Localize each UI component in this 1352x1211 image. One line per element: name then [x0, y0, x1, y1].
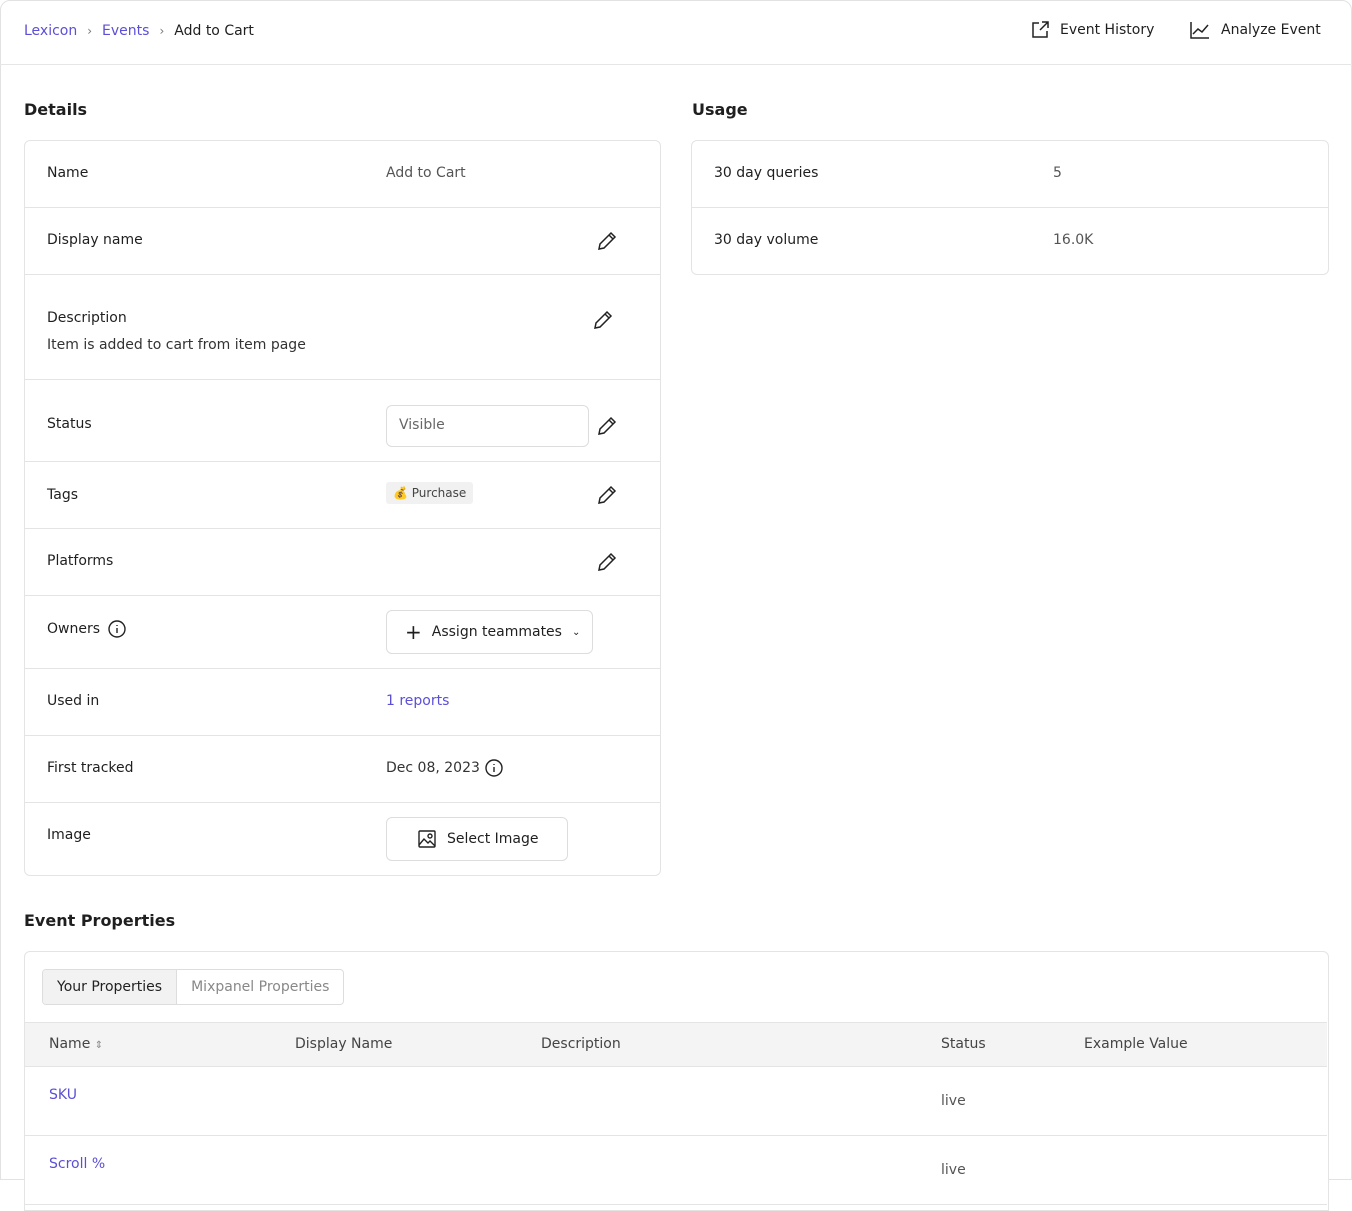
tab-your-properties[interactable]: Your Properties: [43, 970, 178, 1004]
owners-label: Owners: [47, 621, 101, 637]
owners-label-wrap: Owners: [47, 620, 126, 638]
queries-row: 30 day queries 5: [692, 141, 1328, 208]
status-label: Status: [47, 416, 92, 432]
plus-icon: +: [405, 620, 422, 644]
owners-row: Owners + Assign teammates ⌄: [25, 596, 660, 669]
select-image-label: Select Image: [447, 831, 539, 847]
details-card: Name Add to Cart Display name Descriptio…: [24, 140, 661, 876]
column-status: Status: [941, 1036, 986, 1052]
column-name[interactable]: Name ⇕: [49, 1036, 103, 1052]
name-label: Name: [47, 165, 89, 181]
pencil-icon[interactable]: [596, 230, 618, 252]
volume-label: 30 day volume: [714, 232, 819, 248]
tags-label: Tags: [47, 487, 78, 503]
chevron-right-icon: ›: [159, 24, 165, 38]
external-link-icon: [1032, 21, 1049, 38]
details-title: Details: [24, 100, 88, 119]
display-name-label: Display name: [47, 232, 143, 248]
chevron-down-icon: ⌄: [571, 626, 581, 638]
used-in-row: Used in 1 reports: [25, 669, 660, 736]
info-icon[interactable]: [485, 759, 503, 777]
breadcrumb-lexicon[interactable]: Lexicon: [24, 23, 78, 39]
analyze-event-label: Analyze Event: [1221, 22, 1321, 38]
name-row: Name Add to Cart: [25, 141, 660, 208]
property-name-link[interactable]: Scroll %: [49, 1156, 106, 1172]
description-value: Item is added to cart from item page: [47, 337, 306, 353]
status-field[interactable]: Visible: [386, 405, 589, 447]
tag-label: Purchase: [411, 486, 467, 500]
info-icon[interactable]: [108, 620, 126, 638]
first-tracked-row: First tracked Dec 08, 2023: [25, 736, 660, 803]
properties-card: Your Properties Mixpanel Properties Name…: [24, 951, 1329, 1211]
line-chart-icon: [1190, 22, 1209, 39]
description-row: Description Item is added to cart from i…: [25, 275, 660, 380]
column-example-value: Example Value: [1084, 1036, 1188, 1052]
event-history-label: Event History: [1060, 22, 1155, 38]
properties-tabs: Your Properties Mixpanel Properties: [42, 969, 345, 1005]
header: Lexicon › Events › Add to Cart Event His…: [0, 0, 1352, 65]
column-name-label: Name: [49, 1036, 91, 1052]
breadcrumb-current: Add to Cart: [174, 23, 254, 39]
pencil-icon[interactable]: [592, 309, 614, 331]
volume-value: 16.0K: [1053, 232, 1094, 248]
usage-title: Usage: [692, 100, 748, 119]
first-tracked-value: Dec 08, 2023: [386, 760, 480, 776]
select-image-button[interactable]: Select Image: [386, 817, 568, 861]
reports-link[interactable]: 1 reports: [386, 693, 450, 709]
event-properties-title: Event Properties: [24, 911, 176, 930]
first-tracked-label: First tracked: [47, 760, 134, 776]
table-row: Scroll % live: [25, 1136, 1327, 1205]
money-bag-icon: 💰: [393, 486, 408, 500]
chevron-right-icon: ›: [87, 24, 93, 38]
description-label: Description: [47, 310, 127, 326]
tags-row: Tags 💰 Purchase: [25, 462, 660, 529]
column-description: Description: [541, 1036, 621, 1052]
name-value: Add to Cart: [386, 165, 466, 181]
property-status: live: [941, 1093, 966, 1109]
display-name-row: Display name: [25, 208, 660, 275]
queries-value: 5: [1053, 165, 1062, 181]
analyze-event-button[interactable]: Analyze Event: [1189, 20, 1321, 40]
used-in-label: Used in: [47, 693, 100, 709]
image-label: Image: [47, 827, 91, 843]
queries-label: 30 day queries: [714, 165, 819, 181]
breadcrumb-events[interactable]: Events: [102, 23, 150, 39]
usage-card: 30 day queries 5 30 day volume 16.0K: [691, 140, 1329, 275]
tab-mixpanel-properties[interactable]: Mixpanel Properties: [191, 979, 330, 995]
table-header: Name ⇕ Display Name Description Status E…: [25, 1022, 1327, 1067]
pencil-icon[interactable]: [596, 484, 618, 506]
sort-icon[interactable]: ⇕: [94, 1040, 104, 1051]
event-history-button[interactable]: Event History: [1030, 20, 1154, 40]
property-status: live: [941, 1162, 966, 1178]
volume-row: 30 day volume 16.0K: [692, 208, 1328, 275]
property-name-link[interactable]: SKU: [49, 1087, 77, 1103]
platforms-row: Platforms: [25, 529, 660, 596]
breadcrumb: Lexicon › Events › Add to Cart: [24, 23, 254, 39]
image-row: Image Select Image: [25, 803, 660, 876]
assign-teammates-label: Assign teammates: [431, 624, 562, 640]
pencil-icon[interactable]: [596, 551, 618, 573]
table-row: SKU live: [25, 1067, 1327, 1136]
tag-purchase[interactable]: 💰 Purchase: [386, 482, 474, 504]
platforms-label: Platforms: [47, 553, 114, 569]
assign-teammates-button[interactable]: + Assign teammates ⌄: [386, 610, 594, 654]
column-display-name: Display Name: [295, 1036, 393, 1052]
status-row: Status Visible: [25, 380, 660, 462]
pencil-icon[interactable]: [596, 415, 618, 437]
image-icon: [418, 830, 436, 848]
